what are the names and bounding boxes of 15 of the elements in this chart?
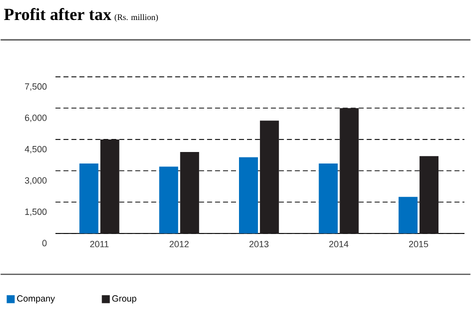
chart-subtitle: (Rs. million) [114, 14, 158, 22]
legend-label: Company [17, 295, 55, 304]
x-tick-label: 2013 [249, 240, 268, 248]
x-tick-label: 2011 [90, 240, 109, 248]
chart-title: Profit after tax [4, 8, 112, 20]
y-tick-label: 0 [42, 240, 47, 246]
x-tick-label: 2014 [329, 240, 348, 248]
y-tick-label: 3,000 [24, 177, 47, 185]
x-tick-label: 2012 [170, 240, 189, 248]
legend-label: Group [112, 295, 136, 304]
y-tick-label: 7,500 [25, 83, 47, 91]
y-tick-label: 1,500 [25, 208, 47, 216]
y-tick-label: 4,500 [24, 146, 47, 154]
y-tick-label: 6,000 [25, 114, 47, 122]
x-tick-label: 2015 [409, 240, 428, 248]
